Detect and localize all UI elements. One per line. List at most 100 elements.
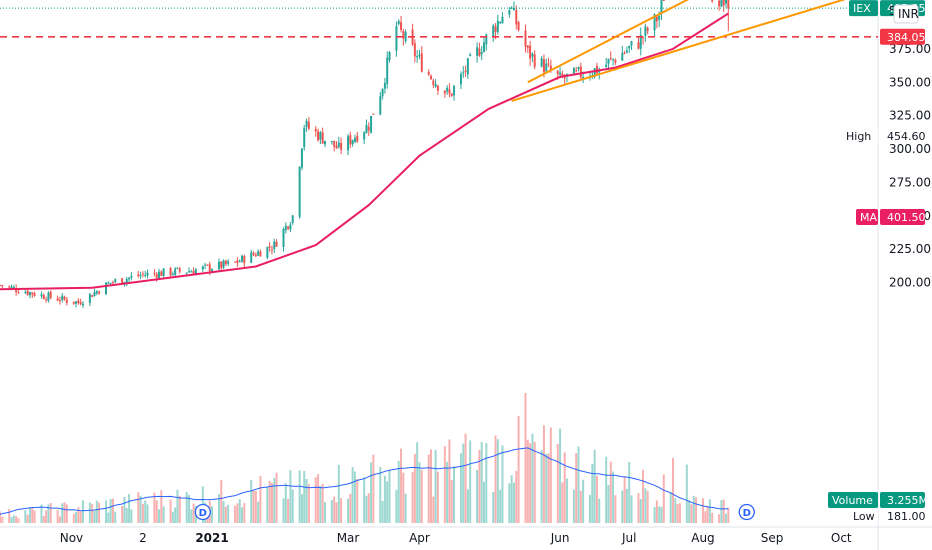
volume-bar: [241, 507, 244, 523]
volume-bar: [61, 503, 64, 523]
last-price-tag-label: IEX: [853, 2, 871, 15]
volume-bar: [446, 461, 449, 523]
candle-body: [388, 52, 391, 61]
candle-body: [252, 253, 255, 255]
volume-bar: [93, 510, 96, 523]
volume-bar: [388, 469, 391, 523]
volume-bar: [443, 446, 446, 523]
low-tag-value: 181.00: [887, 510, 926, 523]
candle-body: [563, 77, 566, 79]
candle-body: [462, 72, 465, 74]
candle-body: [646, 27, 649, 32]
low-tag-label-bg: [849, 508, 878, 524]
candle-body: [15, 288, 18, 293]
candle-body: [72, 301, 75, 304]
volume-bar: [448, 439, 451, 523]
candle-body: [17, 292, 20, 294]
volume-bar: [625, 488, 628, 523]
volume-bar: [704, 511, 707, 523]
candle-body: [75, 301, 78, 304]
volume-bar: [411, 472, 414, 523]
volume-bar: [402, 472, 405, 523]
candle-body: [381, 88, 384, 97]
candle-body: [595, 65, 598, 74]
volume-bar: [141, 503, 144, 523]
candle-body: [208, 264, 211, 272]
candle-body: [98, 291, 101, 294]
candle-body: [254, 254, 257, 257]
candle-body: [413, 43, 416, 57]
candle-body: [542, 59, 545, 73]
volume-bar: [15, 516, 18, 523]
candle-body: [130, 275, 133, 278]
volume-tag-value: 3.255M: [887, 494, 928, 507]
time-tick-label: Mar: [337, 531, 360, 545]
volume-bar: [42, 515, 45, 523]
candle-body: [655, 16, 658, 22]
low-tag-value-bg: [880, 508, 925, 524]
volume-bar: [227, 504, 230, 523]
volume-bar: [420, 469, 423, 523]
volume-bar: [708, 499, 711, 523]
candle-body: [725, 0, 728, 4]
candle-body: [609, 57, 612, 59]
candle-body: [194, 269, 197, 275]
volume-bar: [284, 483, 287, 523]
volume-bar: [725, 513, 728, 523]
candle-body: [436, 85, 439, 91]
candle-body: [317, 131, 320, 141]
volume-bar: [676, 503, 679, 523]
candle-body: [8, 286, 11, 288]
candle-body: [660, 0, 663, 14]
volume-bar: [501, 445, 504, 523]
volume-bar: [547, 453, 550, 523]
volume-bar: [77, 507, 80, 523]
price-tick-label: 225.00: [889, 242, 931, 256]
volume-bar: [130, 509, 133, 523]
candle-body: [524, 30, 527, 47]
volume-bar: [549, 427, 552, 523]
candle-body: [420, 53, 423, 72]
volume-bar: [658, 506, 661, 523]
volume-bar: [607, 484, 610, 523]
candle-body: [718, 0, 721, 7]
candle-body: [1, 285, 4, 287]
candle-body: [201, 266, 204, 270]
volume-bar: [79, 511, 82, 523]
volume-bar: [685, 464, 688, 523]
volume-bar: [155, 500, 158, 523]
candle-body: [289, 224, 292, 230]
candle-body: [367, 126, 370, 131]
volume-bar: [217, 494, 220, 523]
volume-bar: [187, 495, 190, 523]
volume-bar: [178, 495, 181, 523]
price-tick-label: 325.00: [889, 109, 931, 123]
candle-body: [24, 292, 27, 294]
volume-bar: [268, 480, 271, 523]
volume-bar: [28, 507, 31, 523]
volume-bar: [563, 452, 566, 523]
candle-body: [469, 54, 472, 57]
support-tag: 384.05: [880, 28, 926, 45]
dividend-marker: [738, 503, 755, 521]
candle-body: [727, 0, 730, 9]
candle-body: [162, 268, 165, 276]
candle-body: [234, 261, 237, 263]
candle-body: [593, 68, 596, 77]
volume-bar: [365, 495, 368, 523]
dividend-marker-label: D: [199, 508, 207, 519]
volume-bar: [356, 479, 359, 523]
candle-body: [561, 73, 564, 77]
time-axis[interactable]: Nov 2 2021 Mar Apr Jun Jul Aug Sep Oct: [60, 531, 852, 545]
candle-body: [114, 279, 117, 283]
candle-body: [485, 34, 488, 45]
candle-body: [49, 291, 52, 298]
currency-badge[interactable]: [893, 4, 919, 24]
ma-tag-value: 401.50: [887, 211, 926, 224]
volume-bar: [436, 471, 439, 523]
candle-body: [287, 226, 290, 229]
volume-bar: [1, 516, 4, 523]
volume-bar: [317, 474, 320, 523]
candle-body: [416, 56, 419, 58]
